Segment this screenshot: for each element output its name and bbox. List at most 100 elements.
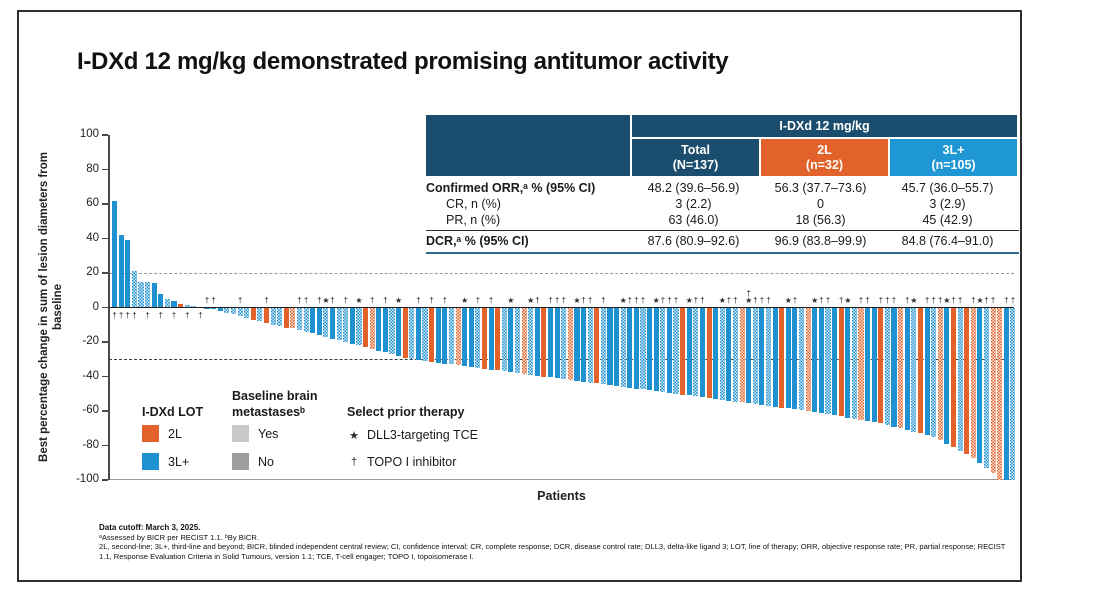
waterfall-bar [653,307,659,392]
y-tick-mark [102,134,108,136]
waterfall-plot: † † † † † † † † † † † † † † † † ★ † † ★ † † ★ † † † ★ † † ★ ★ † † † † ★ † † † ★… [76,128,1016,485]
waterfall-bar [270,307,276,325]
y-tick-label: 20 [86,266,99,278]
y-tick-mark [102,272,108,274]
waterfall-bar [633,307,639,389]
prior-therapy-marker: † [112,310,117,320]
waterfall-bar [468,307,474,367]
waterfall-bar [772,307,778,407]
waterfall-bar [567,307,573,380]
waterfall-bar [997,307,1003,480]
waterfall-bar [349,307,355,344]
prior-therapy-marker: ★ [844,296,852,305]
prior-therapy-marker: † [429,296,434,305]
star-icon: ★ [349,429,359,442]
y-tick-label: 60 [86,197,99,209]
prior-therapy-marker: † [825,296,831,305]
legend-dll3-label: DLL3-targeting TCE [367,428,478,442]
waterfall-bar [554,307,560,379]
legend-yes-label: Yes [258,426,279,441]
prior-therapy-marker: ★ [685,296,693,305]
waterfall-bar [970,307,976,458]
y-tick-mark [102,410,108,412]
waterfall-bar [693,307,699,397]
waterfall-bar [112,200,118,308]
y-tick-label: -60 [82,404,99,416]
orr-total: 48.2 (39.6–56.9) [647,181,740,195]
y-tick-label: -100 [75,473,99,485]
prior-therapy-marker: † [766,296,771,305]
waterfall-bar [184,304,190,308]
legend-3l-label: 3L+ [168,454,190,469]
waterfall-bar [442,307,448,364]
footnotes: Data cutoff: March 3, 2025. ᵃAssessed by… [99,523,1014,561]
waterfall-bar [911,307,917,432]
legend-item-mets-yes: Yes [232,425,278,442]
waterfall-bar [514,307,521,374]
waterfall-bar [171,300,177,308]
table-row-orr: Confirmed ORR,ᵃ % (95% CI) 48.2 (39.6–56… [426,176,1019,196]
prior-therapy-marker: ★ [811,296,819,305]
waterfall-bar [409,307,415,360]
waterfall-bar [363,307,369,348]
waterfall-bar [244,307,250,318]
results-table-body: Confirmed ORR,ᵃ % (95% CI) 48.2 (39.6–56… [426,176,1019,254]
waterfall-bar [865,307,871,422]
prior-therapy-marker: † [125,310,130,320]
waterfall-bar [145,281,151,308]
waterfall-bar [158,293,164,308]
legend-item-2l: 2L [142,425,182,442]
bottom-axis-line [109,479,1014,480]
y-tick-label: 80 [86,162,99,175]
prior-therapy-marker: † [838,296,844,305]
waterfall-bar [752,307,758,405]
legend-item-dll3-tce: ★ DLL3-targeting TCE [347,428,478,442]
waterfall-bar [805,307,811,411]
prior-therapy-marker: † [587,296,593,305]
y-tick-mark [102,479,108,481]
waterfall-bar [376,307,382,351]
dcr-3l: 84.8 (76.4–91.0) [901,234,994,248]
waterfall-bar [904,307,910,430]
prior-therapy-marker: † [905,296,910,305]
prior-therapy-marker: † [878,296,884,305]
prior-therapy-marker: ★ [943,296,951,305]
legend-item-3l: 3L+ [142,453,189,470]
prior-therapy-marker: † [204,296,210,305]
prior-therapy-marker: ★ [784,296,792,305]
orr-2l: 56.3 (37.7–73.6) [774,181,867,195]
waterfall-bar [250,307,256,320]
prior-therapy-marker: † [581,296,586,305]
waterfall-bar [950,307,957,448]
y-tick-label: -20 [82,335,99,347]
dcr-2l: 96.9 (83.8–99.9) [774,234,867,248]
waterfall-bar [746,307,752,404]
legend-no-label: No [258,454,274,469]
pr-3l: 45 (42.9) [922,213,973,227]
legend-therapy-title: Select prior therapy [347,405,465,419]
prior-therapy-marker: † [561,296,566,305]
waterfall-bar [455,307,461,366]
waterfall-bar [547,307,554,378]
waterfall-bar [898,307,904,429]
legend-topo1-label: TOPO I inhibitor [367,455,457,469]
swatch-3l-blue [142,453,159,470]
waterfall-bar [851,307,857,419]
waterfall-bar [600,307,606,385]
waterfall-bar [785,307,791,409]
waterfall-bar [917,307,923,434]
prior-therapy-marker: ★ [910,296,918,305]
waterfall-bar [356,307,362,346]
waterfall-bar [983,307,990,468]
prior-therapy-marker: † [938,296,943,305]
waterfall-bar [125,240,131,308]
table-row-pr: PR, n (%) 63 (46.0) 18 (56.3) 45 (42.9) [426,212,1019,228]
waterfall-bar [389,307,395,355]
waterfall-bar [422,307,428,361]
row-label-cr: CR, n (%) [446,197,501,211]
table-row-dcr: DCR,ᵃ % (95% CI) 87.6 (80.9–92.6) 96.9 (… [426,230,1019,251]
prior-therapy-marker: † [1004,296,1009,305]
waterfall-bar [396,307,402,356]
row-label-orr: Confirmed ORR,ᵃ % (95% CI) [426,181,596,195]
prior-therapy-marker: † [858,296,864,305]
